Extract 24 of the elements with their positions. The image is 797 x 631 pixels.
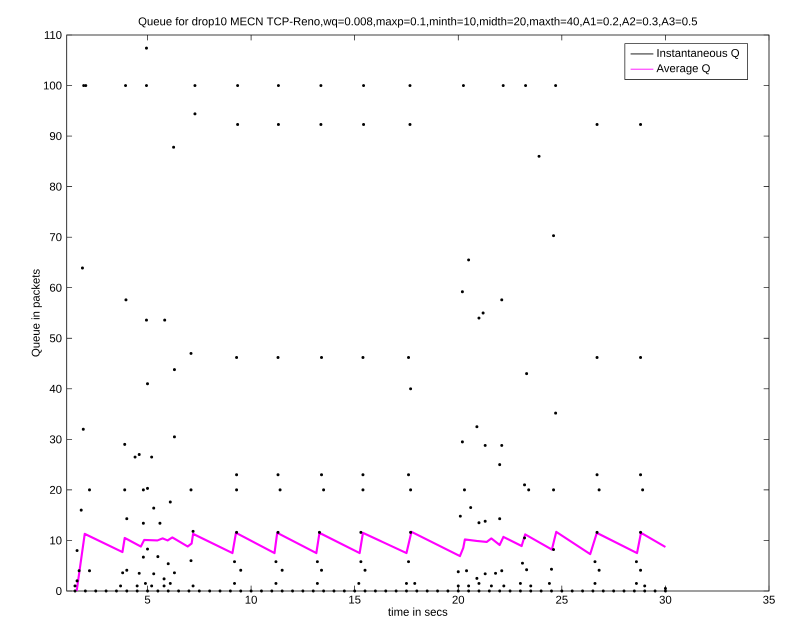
y-tick-label: 20 (50, 486, 62, 494)
legend-label: Average Q (656, 64, 710, 74)
y-tick-label: 50 (50, 334, 62, 342)
x-tick-label: 30 (660, 596, 672, 604)
x-tick-label: 10 (246, 596, 257, 604)
x-tick-label: 5 (144, 596, 150, 604)
x-tick-label: 20 (452, 596, 464, 604)
x-tick-label: 15 (349, 596, 360, 604)
y-tick-label: 80 (50, 182, 62, 191)
y-tick-label: 10 (50, 536, 62, 544)
y-tick-label: 70 (50, 233, 62, 242)
x-tick-label: 35 (763, 596, 775, 604)
x-tick-label: 25 (556, 596, 568, 604)
y-tick-label: 30 (50, 435, 62, 444)
y-tick-label: 40 (50, 384, 62, 393)
y-tick-label: 60 (50, 284, 62, 292)
y-tick-label: 0 (56, 586, 62, 595)
x-axis-title: time in secs (388, 608, 448, 616)
y-tick-label: 100 (44, 82, 62, 90)
chart-title: Queue for drop10 MECN TCP-Reno,wq=0.008,maxp=0.1,minth=10,midth=20,maxth=40,A1=0.2,A2=0.3,A3=0.5 (138, 17, 698, 28)
legend-label: Instantaneous Q (657, 49, 740, 60)
y-tick-label: 110 (44, 30, 62, 39)
y-axis-title: Queue in packets (31, 269, 42, 357)
y-tick-label: 90 (50, 132, 62, 140)
